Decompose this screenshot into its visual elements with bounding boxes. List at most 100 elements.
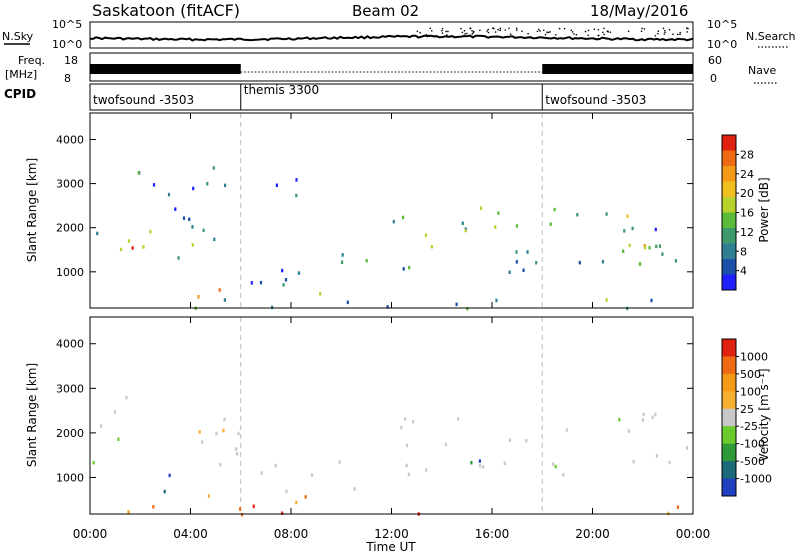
data-cell [167, 192, 171, 197]
data-cell [480, 206, 483, 210]
noise-search-dot [471, 30, 473, 32]
colorbar-tick-label: 28 [740, 148, 754, 161]
noise-search-dot [587, 29, 590, 32]
data-cell [642, 412, 645, 417]
noise-search-dot [593, 28, 596, 31]
colorbar-swatch [722, 150, 736, 167]
data-cell [685, 446, 689, 450]
data-cell [576, 213, 579, 217]
power-data-cells [96, 113, 677, 311]
noise-search-dot [509, 33, 512, 36]
cpid-segment-label: twofsound -3503 [93, 93, 194, 107]
colorbar-tick-label: 4 [740, 265, 747, 278]
noise-right-label: N.Search [746, 30, 796, 43]
data-cell [168, 473, 171, 478]
data-cell [554, 464, 557, 469]
data-cell [285, 489, 288, 494]
noise-search-dot [527, 32, 529, 35]
noise-search-dot [487, 31, 490, 34]
velocity-panel: 1000 2000 3000 4000 Slant Range [km] 1000 50… [25, 316, 772, 517]
data-cell [222, 428, 225, 433]
data-cell [654, 412, 657, 417]
data-cell [553, 207, 556, 212]
noise-search-dot [668, 29, 671, 31]
data-cell [644, 245, 647, 250]
data-cell [219, 462, 222, 467]
data-cell [535, 261, 538, 265]
data-cell [353, 487, 356, 491]
data-cell [407, 472, 410, 477]
colorbar-tick-label: -1000 [740, 473, 772, 486]
data-cell [174, 207, 177, 211]
noise-search-dot [515, 27, 518, 30]
noise-search-dot [486, 30, 488, 32]
power-panel: 1000 2000 3000 4000 Slant Range [km] 28 24 20… [25, 112, 771, 311]
data-cell [402, 267, 405, 271]
colorbar-swatch [722, 443, 736, 462]
data-cell [281, 268, 284, 273]
colorbar-tick-label: -100 [740, 438, 765, 451]
colorbar-tick-label: 25 [740, 403, 754, 416]
noise-left-tick-top: 10^5 [52, 18, 82, 31]
data-cell [508, 438, 511, 443]
noise-search-dot [676, 33, 679, 36]
data-cell [601, 259, 604, 264]
time-tick-label: 08:00 [274, 527, 309, 541]
freq-panel: Freq. [MHz] 18 8 60 0 Nave [5, 52, 778, 85]
y-tick-label: 3000 [56, 382, 84, 395]
noise-search-dot [643, 28, 646, 30]
time-tick-label: 20:00 [575, 527, 610, 541]
colorbar-tick-label: 16 [740, 207, 754, 220]
data-cell [131, 246, 134, 250]
noise-right-tick-top: 10^5 [707, 18, 737, 31]
data-cell [284, 278, 288, 282]
colorbar-frame [721, 338, 737, 497]
noise-search-dot [419, 31, 422, 34]
data-cell [202, 228, 205, 233]
data-cell [494, 225, 497, 229]
power-panel-frame [89, 112, 694, 309]
data-cell [623, 229, 626, 233]
noise-search-dot [672, 33, 674, 35]
velocity-ylabel: Slant Range [km] [25, 363, 39, 467]
noise-search-dot [460, 27, 462, 30]
nave-label: Nave [748, 64, 776, 77]
noise-search-dot [609, 31, 612, 33]
data-cell [113, 410, 116, 414]
time-tick-label: 12:00 [374, 527, 409, 541]
data-cell [125, 396, 128, 400]
data-cell [224, 183, 227, 188]
noise-search-dot [441, 32, 444, 34]
colorbar-swatch [722, 274, 736, 291]
data-cell [648, 246, 651, 250]
data-cell [259, 280, 263, 285]
y-tick-label: 1000 [56, 471, 84, 484]
y-tick-label: 1000 [56, 266, 84, 279]
nave-tick-bottom: 0 [710, 72, 717, 85]
data-cell [622, 249, 625, 253]
data-cell [641, 418, 644, 422]
time-tick-label: 04:00 [173, 527, 208, 541]
noise-search-dot [602, 31, 604, 34]
data-cell [295, 178, 298, 182]
data-cell [638, 262, 642, 266]
colorbar-swatch [722, 197, 736, 213]
data-cell [552, 462, 555, 466]
noise-search-dot [464, 33, 466, 35]
noise-search-dot [504, 29, 507, 31]
y-tick-label: 4000 [56, 133, 84, 146]
noise-search-dot [427, 34, 430, 37]
data-cell [163, 489, 166, 494]
data-cell [626, 214, 629, 218]
power-colorbar: 28 24 20 16 12 8 4 [721, 134, 754, 291]
data-cell [632, 460, 635, 464]
data-cell [197, 295, 200, 299]
time-axis-label: Time UT [365, 540, 416, 554]
colorbar-swatch [722, 259, 736, 275]
data-cell [578, 260, 581, 265]
cpid-label: CPID [4, 87, 36, 101]
noise-search-dot [679, 31, 682, 34]
noise-sky-line [89, 34, 694, 42]
noise-left-tick-bottom: 10^0 [52, 38, 82, 51]
